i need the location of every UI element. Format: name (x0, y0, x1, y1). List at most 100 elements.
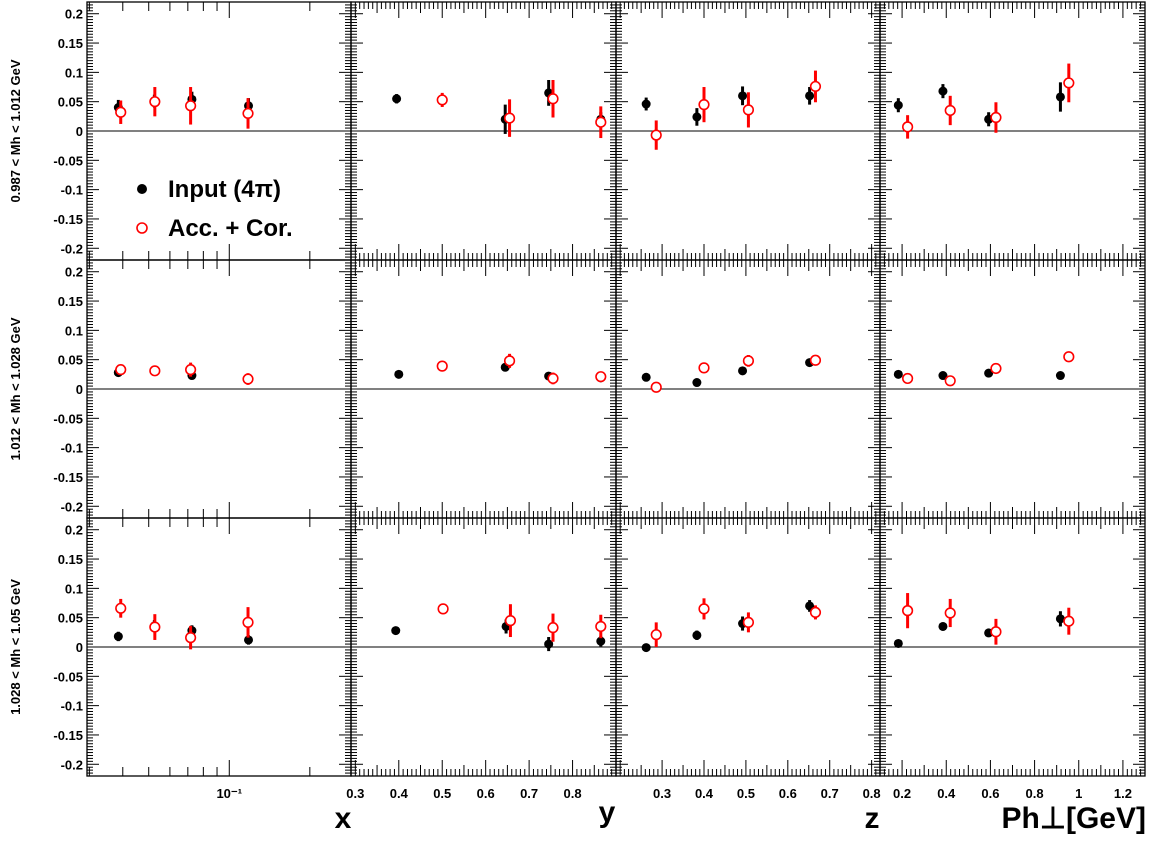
acc-point (185, 632, 197, 644)
panel-r2-c3 (615, 259, 881, 519)
input-point (113, 631, 123, 641)
input-point (938, 86, 948, 96)
x-tick-label: 0.4 (390, 786, 409, 801)
y-tick-label: -0.2 (61, 757, 83, 772)
panel-r3-c4: 0.2 0.4 0.6 0.8 1 1.2 (879, 517, 1146, 801)
acc-point (944, 375, 956, 387)
input-point (641, 99, 651, 109)
input-point (1055, 92, 1065, 102)
x-tick-label: 0.8 (564, 786, 582, 801)
x-tick-label: 0.6 (477, 786, 495, 801)
panel-r2-c2 (350, 259, 617, 519)
acc-point (944, 607, 956, 619)
panel-r2-c4 (879, 259, 1146, 519)
y-tick-label: 0 (76, 382, 83, 397)
acc-point (650, 629, 662, 641)
x-tick-label: 10⁻¹ (216, 786, 242, 801)
acc-point (595, 620, 607, 633)
y-tick-label: -0.15 (53, 470, 83, 485)
plot-area: -0.2 -0.15 -0.1 -0.05 0 0.05 0.1 0.15 0.2 0.987 <… (8, 1, 1146, 801)
y-tick-label: -0.05 (53, 411, 83, 426)
acc-point (650, 129, 662, 141)
x-tick-label: 0.5 (737, 786, 755, 801)
input-point (893, 638, 903, 648)
acc-point (242, 107, 254, 120)
x-tick-label: 0.7 (520, 786, 538, 801)
y-tick-label: 0.05 (58, 353, 83, 368)
y-tick-label: 0.15 (58, 294, 83, 309)
y-tick-label: 0.1 (65, 323, 83, 338)
input-point (544, 639, 554, 649)
acc-point (547, 372, 559, 385)
acc-point (185, 100, 197, 112)
x-tick-label: 0.8 (863, 786, 881, 801)
y-tick-label: 0.1 (65, 65, 83, 80)
panel-r3-c3: 0.3 0.4 0.5 0.6 0.7 0.8 (615, 517, 881, 801)
y-tick-label: 0.05 (58, 95, 83, 110)
legend: Input (4π) Acc. + Cor. (136, 176, 293, 242)
acc-point (902, 121, 914, 133)
y-tick-label: 0 (76, 124, 83, 139)
input-point (738, 366, 748, 376)
input-point (692, 378, 702, 388)
x-axis-title-y: y (599, 796, 616, 829)
x-tick-label: 0.5 (433, 786, 451, 801)
acc-point (809, 606, 822, 619)
y-tick-label: -0.1 (61, 699, 83, 714)
input-point (244, 635, 254, 645)
acc-point (149, 365, 161, 377)
x-axis-title-z: z (865, 802, 880, 835)
y-tick-label: 0.2 (65, 523, 83, 538)
acc-point (547, 622, 559, 634)
acc-point (742, 104, 755, 116)
legend-label-acc: Acc. + Cor. (168, 215, 293, 242)
acc-point (990, 362, 1002, 375)
input-point (938, 621, 948, 631)
acc-point (149, 96, 161, 108)
row-label-r1: 0.987 < Mh < 1.012 GeV (8, 59, 23, 202)
legend-marker-input (137, 184, 147, 194)
acc-point (436, 360, 448, 372)
y-tick-label: 0 (76, 640, 83, 655)
y-tick-label: 0.15 (58, 552, 83, 567)
acc-point (504, 615, 517, 627)
x-tick-label: 0.4 (937, 786, 956, 801)
acc-point (742, 616, 755, 628)
panel-r3-c1: 10⁻¹ (86, 517, 352, 801)
acc-point (698, 99, 710, 111)
y-tick-label: -0.1 (61, 183, 83, 198)
acc-point (115, 602, 127, 614)
x-tick-label: 0.4 (695, 786, 714, 801)
input-point (893, 100, 903, 110)
y-tick-label: -0.15 (53, 212, 83, 227)
acc-point (902, 605, 914, 617)
acc-point (436, 94, 448, 106)
acc-point (742, 355, 755, 367)
legend-label-input: Input (4π) (168, 176, 281, 203)
acc-point (595, 371, 607, 383)
y-tick-label: -0.2 (61, 241, 83, 256)
acc-point (242, 616, 254, 628)
x-tick-label: 0.2 (893, 786, 911, 801)
acc-point (242, 373, 254, 385)
x-tick-label: 1.2 (1114, 786, 1132, 801)
legend-marker-acc (136, 222, 148, 234)
y-tick-label: 0.2 (65, 7, 83, 22)
axis-titles: x y z Ph⊥[GeV] (335, 796, 1146, 835)
row-label-r3: 1.028 < Mh < 1.05 GeV (8, 579, 23, 715)
y-tick-label: -0.05 (53, 669, 83, 684)
panel-r1-c4 (879, 1, 1146, 261)
row-label-r2: 1.012 < Mh < 1.028 GeV (8, 317, 23, 460)
input-point (938, 371, 948, 381)
y-tick-label: 0.15 (58, 36, 83, 51)
y-tick-label: 0.1 (65, 581, 83, 596)
x-tick-label: 0.6 (981, 786, 999, 801)
input-point (391, 626, 401, 636)
acc-point (698, 362, 710, 374)
acc-point (990, 626, 1002, 638)
x-tick-label: 0.3 (346, 786, 364, 801)
x-tick-label: 1 (1075, 786, 1082, 801)
input-point (1055, 371, 1065, 381)
acc-point (698, 603, 710, 615)
acc-point (547, 93, 559, 105)
